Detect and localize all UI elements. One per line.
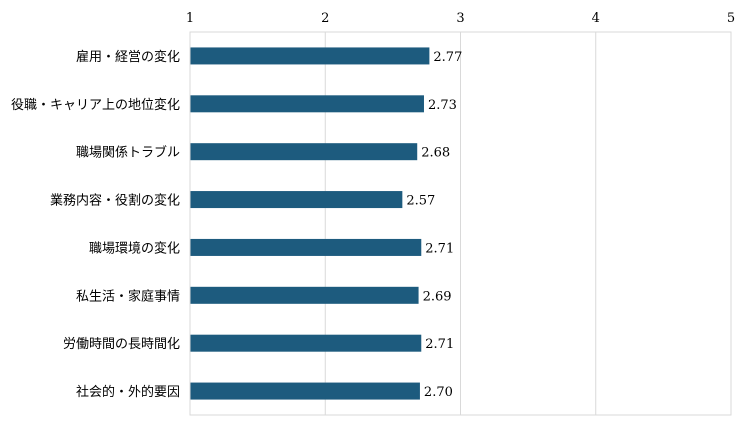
gridlines (324, 32, 732, 415)
value-label: 2.70 (424, 385, 453, 400)
bar (190, 47, 430, 65)
bar (190, 286, 419, 304)
plot-border (189, 31, 732, 416)
x-tick-label: 5 (727, 11, 735, 26)
x-tick-label: 1 (186, 11, 194, 26)
category-label: 社会的・外的要因 (76, 384, 180, 400)
value-labels: 2.77 2.73 2.68 2.57 2.71 2.69 2.71 2.70 (406, 50, 462, 400)
bars (190, 47, 430, 400)
category-label: 業務内容・役割の変化 (50, 193, 180, 209)
category-label: 職場関係トラブル (76, 145, 180, 161)
category-label: 労働時間の長時間化 (63, 337, 180, 352)
category-label: 私生活・家庭事情 (76, 288, 180, 304)
value-label: 2.71 (425, 337, 454, 352)
category-label: 雇用・経営の変化 (76, 49, 180, 65)
bar (190, 95, 424, 113)
value-label: 2.71 (425, 241, 454, 256)
bar (190, 143, 418, 161)
value-label: 2.73 (428, 98, 457, 113)
x-tick-label: 3 (456, 11, 464, 26)
bar (190, 238, 422, 256)
category-label: 役職・キャリア上の地位変化 (11, 97, 180, 113)
bar (190, 191, 403, 209)
x-axis-ticks: 1 2 3 4 5 (186, 11, 735, 26)
x-tick-label: 4 (592, 11, 600, 26)
bar (190, 334, 422, 352)
category-labels: 雇用・経営の変化役職・キャリア上の地位変化職場関係トラブル業務内容・役割の変化職… (11, 49, 180, 400)
value-label: 2.69 (423, 289, 452, 304)
value-label: 2.77 (433, 50, 462, 65)
x-tick-label: 2 (321, 11, 329, 26)
category-label: 職場環境の変化 (89, 240, 180, 256)
bar (190, 382, 420, 400)
value-label: 2.57 (406, 194, 435, 209)
value-label: 2.68 (421, 146, 450, 161)
